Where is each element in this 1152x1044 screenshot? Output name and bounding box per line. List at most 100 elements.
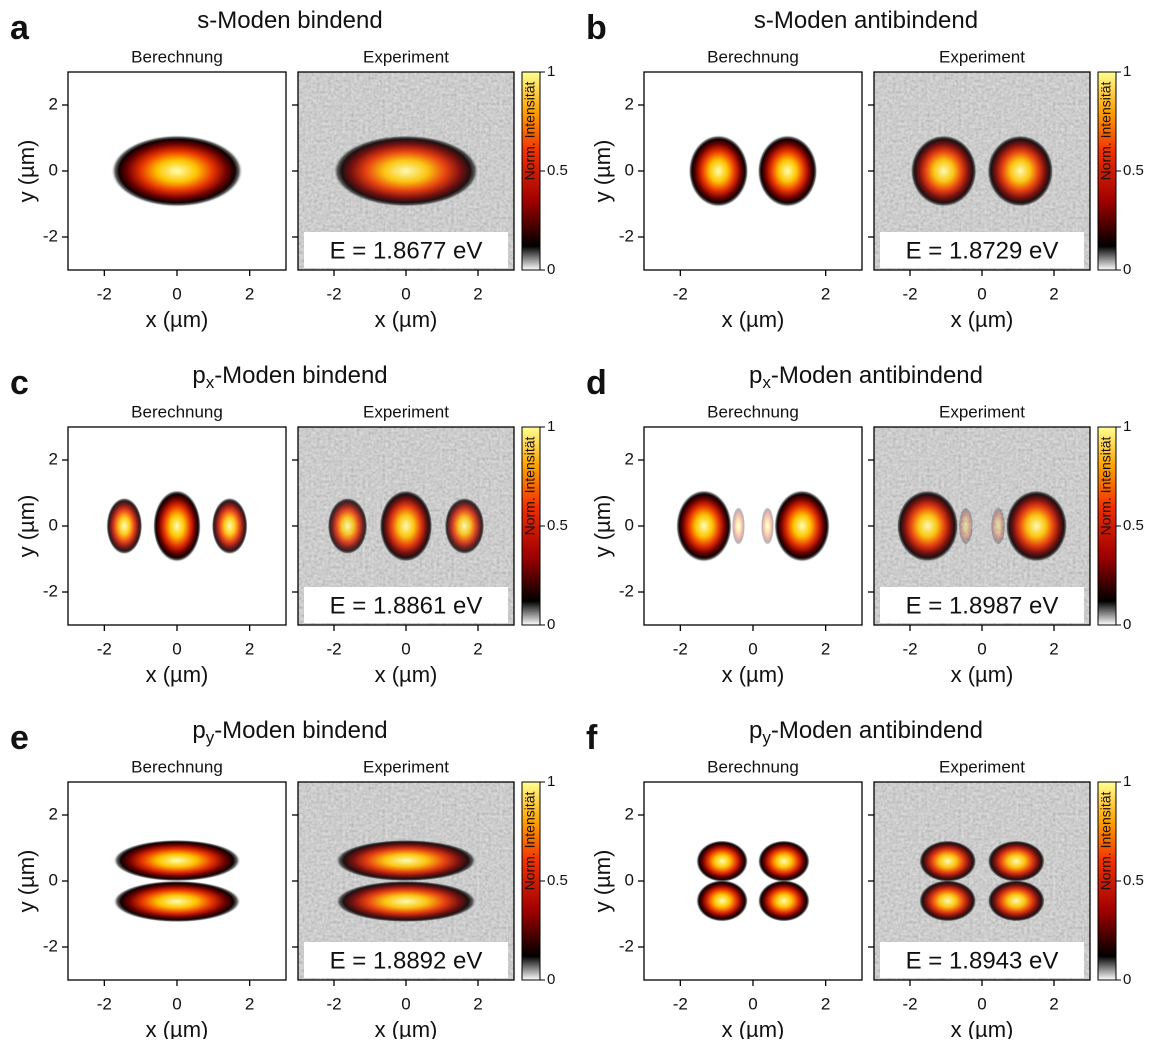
y-tick-label: 0 — [49, 160, 58, 179]
x-tick-label: 2 — [1049, 994, 1058, 1013]
y-tick-label: 0 — [625, 870, 634, 889]
colorbar-tick-label: 0 — [547, 616, 555, 633]
y-tick-label: -2 — [619, 936, 634, 955]
x-axis-label: x (µm) — [951, 662, 1014, 687]
heatmap — [644, 72, 862, 270]
energy-box — [880, 232, 1084, 268]
subplot-label: Berechnung — [131, 757, 223, 776]
x-tick-label: -2 — [902, 284, 917, 303]
x-tick-label: 0 — [977, 639, 986, 658]
x-axis-label: x (µm) — [951, 1017, 1014, 1039]
panel-title: px-Moden bindend — [192, 362, 387, 392]
intensity-lobe — [991, 507, 1006, 545]
intensity-lobe — [106, 497, 143, 555]
x-axis-label: x (µm) — [722, 1017, 785, 1039]
y-tick-label: 0 — [625, 515, 634, 534]
colorbar-label: Norm. Intensität — [1098, 81, 1114, 180]
intensity-lobe — [335, 880, 477, 923]
colorbar-tick-label: 0.5 — [1123, 162, 1144, 179]
x-tick-label: -2 — [902, 994, 917, 1013]
intensity-lobe — [327, 497, 368, 555]
y-tick-label: 2 — [625, 94, 634, 113]
y-axis-label: y (µm) — [14, 140, 39, 203]
x-axis-label: x (µm) — [146, 1017, 209, 1039]
subplot-label: Berechnung — [131, 402, 223, 421]
intensity-lobe — [113, 839, 241, 882]
subplot-label: Berechnung — [707, 402, 799, 421]
intensity-lobe — [696, 879, 749, 922]
energy-label: E = 1.8987 eV — [906, 592, 1059, 619]
y-axis-label: y (µm) — [590, 495, 615, 558]
colorbar-tick-label: 0.5 — [547, 162, 568, 179]
y-tick-label: 0 — [49, 515, 58, 534]
intensity-lobe — [774, 489, 831, 563]
subplot-label: Experiment — [939, 757, 1025, 776]
intensity-lobe — [335, 839, 477, 882]
panel-letter: c — [10, 364, 29, 402]
x-tick-label: -2 — [902, 639, 917, 658]
heatmap-background — [644, 782, 862, 980]
colorbar-tick-label: 1 — [1123, 418, 1131, 435]
x-tick-label: 2 — [473, 639, 482, 658]
intensity-lobe — [379, 489, 433, 563]
y-axis-label: y (µm) — [14, 850, 39, 913]
x-tick-label: 0 — [401, 639, 410, 658]
colorbar-tick-label: 0 — [547, 971, 555, 988]
x-tick-label: -2 — [673, 994, 688, 1013]
panel-title: py-Moden bindend — [192, 717, 387, 747]
y-axis-label: y (µm) — [14, 495, 39, 558]
subplot-label: Berechnung — [131, 47, 223, 66]
y-tick-label: -2 — [43, 936, 58, 955]
intensity-lobe — [696, 840, 749, 883]
title-base: p — [192, 717, 205, 744]
title-base: p — [749, 717, 762, 744]
heatmap — [644, 782, 862, 980]
intensity-lobe — [688, 134, 749, 208]
y-tick-label: -2 — [619, 581, 634, 600]
panel: a s-Moden bindend Berechnung -2 0 2 x (µm) -2 0 2… — [10, 7, 568, 331]
subplot-label: Experiment — [363, 402, 449, 421]
panel-title: s-Moden antibindend — [754, 7, 978, 34]
y-tick-label: 2 — [49, 94, 58, 113]
panel-title: px-Moden antibindend — [749, 362, 983, 392]
intensity-lobe — [332, 134, 480, 208]
y-tick-label: -2 — [43, 226, 58, 245]
title-text: s-Moden antibindend — [754, 7, 978, 34]
energy-label: E = 1.8729 eV — [906, 237, 1059, 264]
title-text: -Moden bindend — [214, 717, 387, 744]
subplot-label: Experiment — [363, 47, 449, 66]
panel-letter: b — [586, 9, 607, 47]
heatmap — [68, 782, 286, 980]
energy-label: E = 1.8861 eV — [330, 592, 483, 619]
x-tick-label: 0 — [748, 994, 757, 1013]
y-tick-label: 2 — [49, 449, 58, 468]
intensity-lobe — [987, 840, 1046, 883]
x-axis-label: x (µm) — [375, 1017, 438, 1039]
x-tick-label: 2 — [821, 994, 830, 1013]
colorbar-tick-label: 0 — [1123, 971, 1131, 988]
x-axis-label: x (µm) — [146, 662, 209, 687]
colorbar-tick-label: 0 — [1123, 616, 1131, 633]
panel-title: py-Moden antibindend — [749, 717, 983, 747]
intensity-lobe — [896, 489, 959, 563]
intensity-lobe — [918, 879, 977, 922]
colorbar-tick-label: 1 — [1123, 63, 1131, 80]
colorbar-tick-label: 0.5 — [547, 517, 568, 534]
y-tick-label: -2 — [619, 226, 634, 245]
panel-letter: e — [10, 719, 29, 757]
colorbar-label: Norm. Intensität — [522, 81, 538, 180]
subplot-label: Experiment — [363, 757, 449, 776]
energy-box — [880, 942, 1084, 978]
x-tick-label: 2 — [821, 284, 830, 303]
y-tick-label: 2 — [49, 804, 58, 823]
x-axis-label: x (µm) — [146, 307, 209, 332]
intensity-lobe — [111, 134, 243, 208]
colorbar-label: Norm. Intensität — [522, 791, 538, 890]
energy-label: E = 1.8943 eV — [906, 947, 1059, 974]
title-sub: x — [206, 373, 215, 392]
intensity-lobe — [732, 507, 745, 545]
x-tick-label: 0 — [401, 994, 410, 1013]
intensity-lobe — [757, 840, 810, 883]
x-tick-label: -2 — [673, 284, 688, 303]
